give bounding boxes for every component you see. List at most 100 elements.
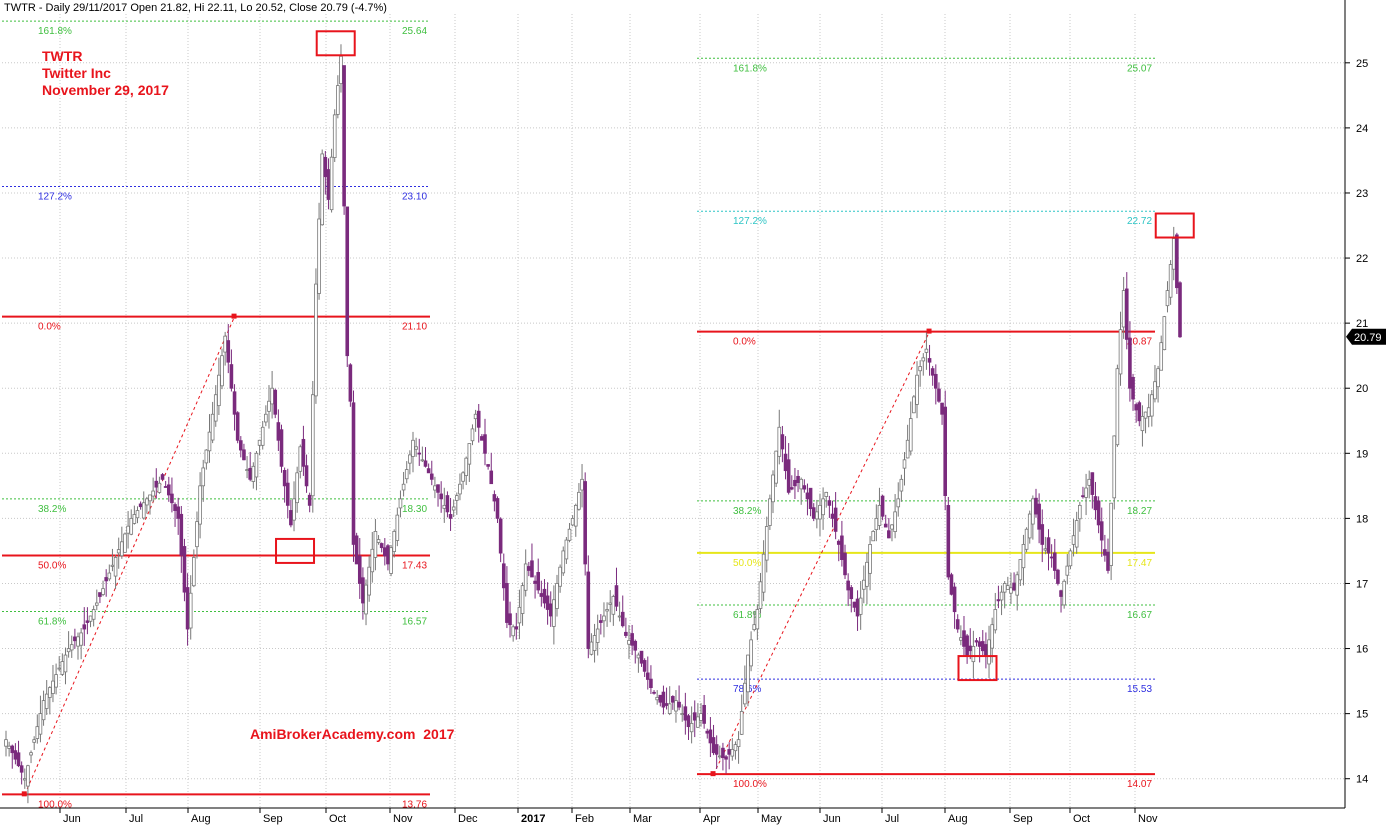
candle-body bbox=[602, 615, 606, 622]
candle-body bbox=[617, 615, 622, 618]
candle-body bbox=[789, 487, 794, 490]
y-tick-label: 24 bbox=[1356, 123, 1368, 135]
candle-body bbox=[711, 737, 716, 754]
candle-body bbox=[511, 626, 515, 637]
candle-body bbox=[739, 711, 744, 735]
fib-value-label: 20.87 bbox=[1127, 337, 1152, 348]
candle-body bbox=[761, 553, 766, 593]
candle-body bbox=[389, 547, 393, 574]
candle-body bbox=[160, 474, 165, 480]
candle-body bbox=[573, 504, 578, 527]
candle-body bbox=[29, 752, 33, 756]
candle-body bbox=[962, 630, 966, 647]
candle-body bbox=[120, 541, 124, 557]
candle-body bbox=[373, 531, 378, 558]
fib-level-label: 100.0% bbox=[38, 799, 72, 810]
candle-body bbox=[1081, 495, 1085, 498]
candle-body bbox=[1043, 548, 1048, 551]
candle-body bbox=[968, 645, 973, 652]
candle-body bbox=[423, 460, 428, 467]
candle-body bbox=[1140, 416, 1145, 432]
candle-body bbox=[552, 599, 556, 627]
fib-value-label: 15.53 bbox=[1127, 684, 1152, 695]
candle-body bbox=[727, 749, 731, 755]
candle-body bbox=[116, 549, 121, 554]
candle-body bbox=[173, 504, 177, 511]
candle-body bbox=[85, 620, 90, 623]
candle-body bbox=[489, 470, 494, 485]
candle-body bbox=[508, 613, 512, 626]
candle-body bbox=[730, 749, 735, 757]
annotation-ticker: TWTR bbox=[42, 48, 82, 64]
candle-body bbox=[971, 645, 976, 663]
candle-body bbox=[1068, 550, 1073, 567]
candle-body bbox=[44, 693, 49, 709]
fib-trend-line bbox=[24, 316, 235, 795]
candle-body bbox=[232, 391, 237, 415]
fib-level-label: 50.0% bbox=[38, 560, 66, 571]
candle-body bbox=[868, 544, 872, 574]
candle-body bbox=[912, 396, 916, 414]
candle-body bbox=[329, 156, 334, 211]
candle-body bbox=[865, 561, 869, 587]
candle-body bbox=[264, 413, 268, 423]
candle-body bbox=[282, 469, 287, 487]
candle-body bbox=[821, 498, 825, 516]
candle-body bbox=[464, 457, 469, 476]
candle-body bbox=[411, 439, 415, 457]
candle-body bbox=[182, 546, 187, 593]
candle-body bbox=[314, 283, 318, 397]
candle-body bbox=[408, 454, 412, 464]
candle-body bbox=[439, 493, 443, 500]
candle-body bbox=[955, 619, 960, 630]
candle-body bbox=[517, 606, 522, 624]
candle-body bbox=[570, 517, 575, 526]
candle-body bbox=[1103, 549, 1107, 556]
candle-body bbox=[996, 599, 1001, 602]
candle-body bbox=[514, 626, 519, 630]
fibonacci-layer: 161.8% 25.64 127.2% 23.10 0.0% 21.10 38.2% 18.3… bbox=[2, 20, 1155, 810]
candle-body bbox=[595, 628, 600, 643]
fib-level-label: 38.2% bbox=[733, 506, 761, 517]
candle-body bbox=[796, 475, 800, 483]
candle-body bbox=[82, 624, 87, 630]
candle-body bbox=[176, 506, 180, 519]
candle-body bbox=[141, 502, 146, 519]
candle-body bbox=[480, 436, 484, 441]
candle-body bbox=[980, 641, 985, 652]
candle-body bbox=[414, 446, 418, 450]
fib-level-label: 161.8% bbox=[733, 63, 767, 74]
annotation-company: Twitter Inc bbox=[42, 65, 111, 81]
candle-body bbox=[285, 482, 290, 506]
candle-body bbox=[107, 572, 112, 580]
candle-body bbox=[852, 601, 857, 608]
x-tick-label: Oct bbox=[329, 813, 346, 825]
candle-body bbox=[383, 547, 387, 557]
candle-body bbox=[802, 485, 807, 490]
candle-body bbox=[51, 680, 55, 694]
fib-anchor-point bbox=[231, 313, 237, 319]
fib-level-label: 50.0% bbox=[733, 558, 761, 569]
candle-body bbox=[223, 335, 227, 353]
candle-body bbox=[292, 498, 296, 521]
highlight-box bbox=[1154, 212, 1195, 239]
candle-body bbox=[743, 682, 747, 705]
fib-value-label: 16.57 bbox=[402, 616, 427, 627]
candle-body bbox=[862, 579, 866, 590]
candle-body bbox=[348, 364, 353, 402]
candle-body bbox=[699, 713, 703, 721]
candle-body bbox=[317, 218, 321, 294]
candle-body bbox=[201, 467, 206, 487]
candle-body bbox=[639, 650, 644, 664]
x-tick-label: Apr bbox=[703, 813, 720, 825]
candle-body bbox=[10, 745, 15, 754]
candle-body bbox=[1156, 368, 1160, 388]
candle-body bbox=[661, 691, 666, 708]
candle-body bbox=[783, 453, 788, 472]
candle-body bbox=[652, 691, 656, 694]
candle-body bbox=[379, 543, 384, 549]
candle-body bbox=[66, 648, 71, 653]
